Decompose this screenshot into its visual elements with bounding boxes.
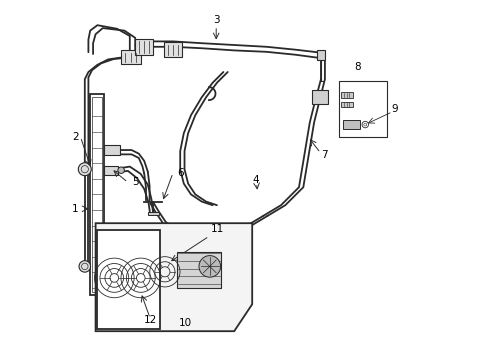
Bar [317, 50, 325, 60]
Text: 11: 11 [211, 224, 224, 234]
Bar [339, 81, 387, 137]
Bar [177, 252, 220, 288]
Bar [312, 90, 328, 104]
Bar [97, 230, 160, 329]
Bar [90, 94, 104, 295]
Bar [164, 42, 182, 57]
Bar [342, 102, 353, 107]
Text: 1: 1 [72, 204, 78, 214]
Text: 12: 12 [144, 315, 157, 325]
Text: 7: 7 [321, 150, 327, 160]
Bar [342, 92, 353, 98]
Bar [148, 212, 159, 215]
Circle shape [199, 256, 221, 277]
Bar [343, 120, 360, 129]
Text: 3: 3 [213, 15, 220, 25]
Circle shape [79, 261, 91, 272]
Text: 9: 9 [391, 104, 398, 114]
Text: 2: 2 [72, 132, 78, 142]
Circle shape [118, 167, 124, 174]
Bar [104, 145, 120, 156]
Bar [121, 50, 141, 64]
Circle shape [78, 163, 91, 176]
Text: 10: 10 [179, 318, 192, 328]
Polygon shape [96, 223, 252, 331]
Text: 4: 4 [252, 175, 259, 185]
Bar [135, 39, 153, 55]
Bar [104, 166, 118, 175]
Text: 5: 5 [132, 177, 139, 187]
Bar [92, 97, 102, 292]
Text: 6: 6 [177, 168, 184, 178]
Text: 8: 8 [355, 62, 361, 72]
